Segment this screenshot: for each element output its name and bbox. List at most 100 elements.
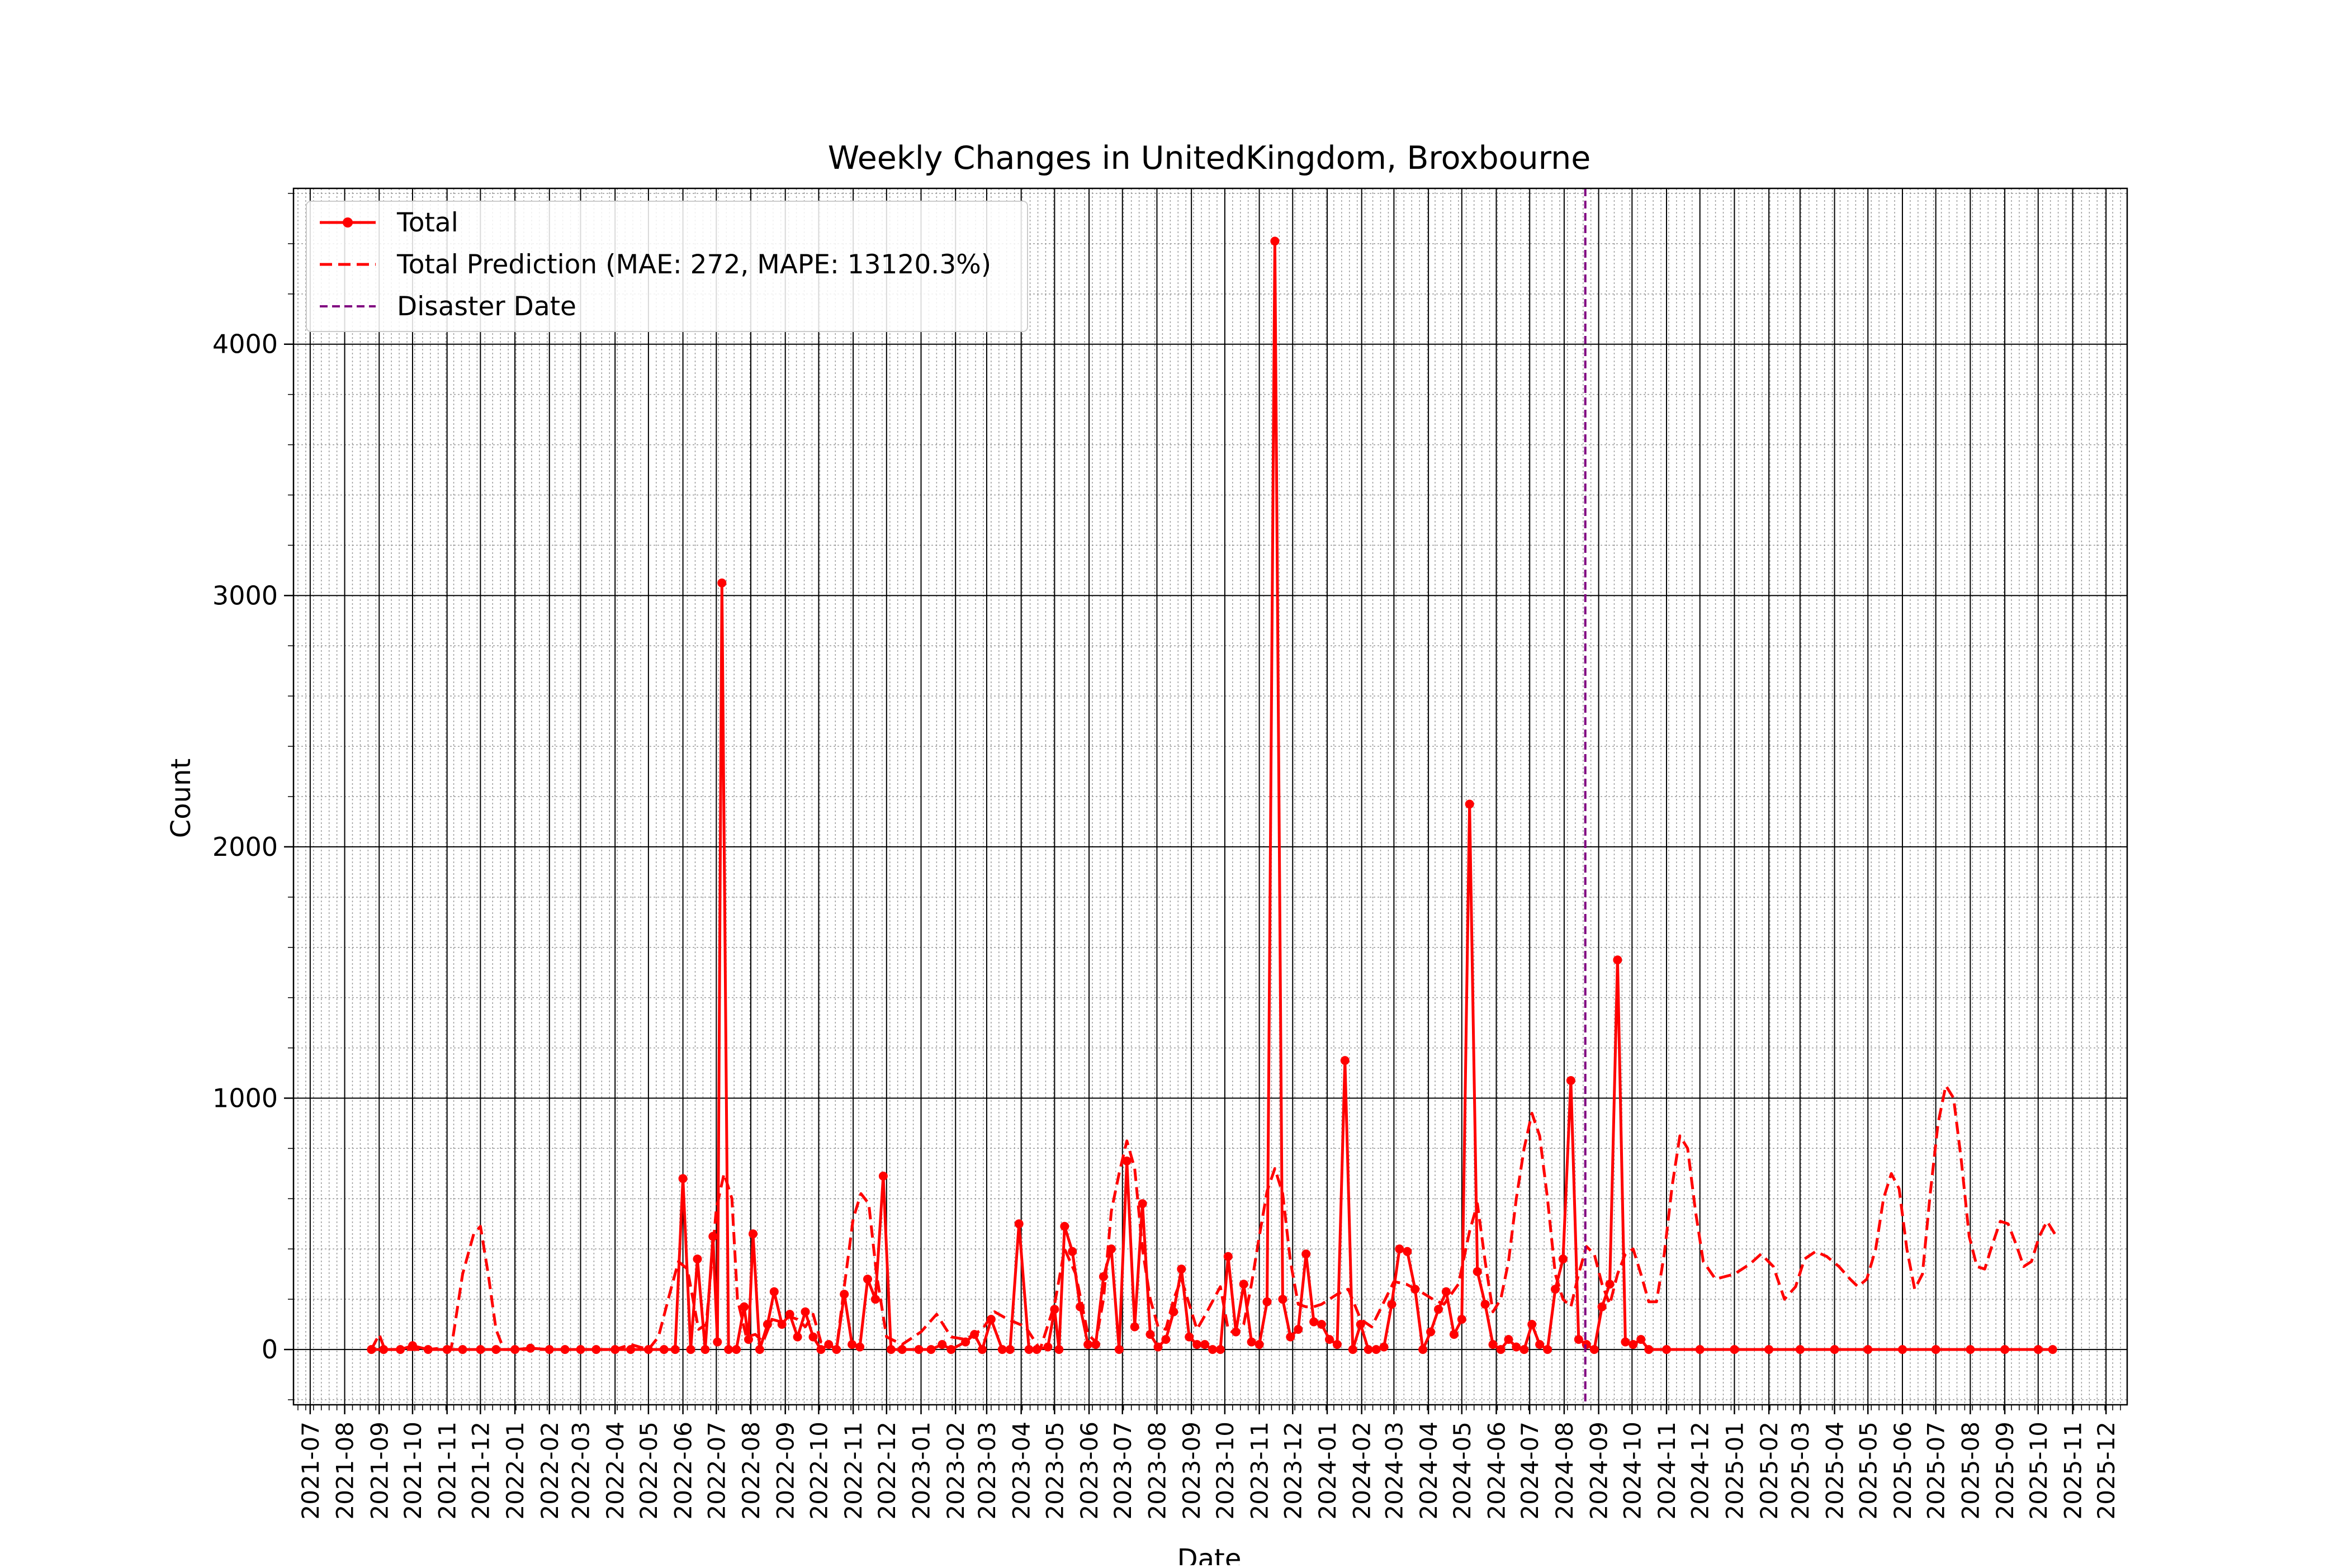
- total-point: [897, 1345, 907, 1354]
- total-point: [1294, 1325, 1303, 1334]
- x-tick-label: 2023-01: [908, 1422, 935, 1520]
- total-point: [1551, 1285, 1560, 1294]
- x-tick-label: 2025-09: [1991, 1422, 2019, 1520]
- total-point: [1014, 1219, 1024, 1229]
- total-point: [659, 1345, 669, 1354]
- total-point: [793, 1332, 802, 1342]
- total-point: [476, 1345, 485, 1354]
- total-point: [591, 1345, 601, 1354]
- x-tick-label: 2021-11: [434, 1422, 461, 1520]
- total-point: [1060, 1221, 1069, 1231]
- total-point: [693, 1254, 702, 1264]
- total-point: [678, 1174, 688, 1183]
- x-tick-label: 2023-07: [1109, 1422, 1137, 1520]
- total-point: [1621, 1337, 1630, 1347]
- total-point: [1434, 1305, 1443, 1314]
- legend-label: Total: [396, 207, 458, 238]
- total-series: [367, 236, 2057, 1354]
- total-point: [686, 1345, 695, 1354]
- x-tick-label: 2025-12: [2093, 1422, 2120, 1520]
- total-point: [1512, 1342, 1521, 1352]
- total-point: [1050, 1305, 1059, 1314]
- x-tick-label: 2022-08: [737, 1422, 765, 1520]
- x-tick-label: 2025-05: [1854, 1422, 1882, 1520]
- total-point: [1364, 1345, 1373, 1354]
- total-point: [408, 1341, 417, 1351]
- total-point: [870, 1295, 880, 1304]
- total-point: [1122, 1156, 1132, 1166]
- total-point: [848, 1340, 857, 1349]
- total-point: [2000, 1345, 2010, 1354]
- total-point: [1286, 1332, 1295, 1342]
- total-point: [1410, 1285, 1420, 1294]
- x-tick-label: 2023-03: [973, 1422, 1001, 1520]
- total-point: [1270, 236, 1280, 246]
- x-tick-label: 2024-01: [1314, 1422, 1341, 1520]
- x-tick-label: 2024-11: [1653, 1422, 1680, 1520]
- total-point: [379, 1345, 389, 1354]
- total-point: [1898, 1345, 1907, 1354]
- total-point: [946, 1345, 956, 1354]
- total-point: [1830, 1345, 1839, 1354]
- total-point: [1076, 1302, 1085, 1311]
- y-tick-label: 1000: [212, 1083, 278, 1114]
- total-point: [1480, 1300, 1490, 1309]
- total-point: [1106, 1244, 1116, 1254]
- total-point: [1130, 1322, 1139, 1332]
- x-tick-label: 2021-07: [297, 1422, 324, 1520]
- total-point: [1371, 1345, 1381, 1354]
- x-tick-label: 2024-09: [1585, 1422, 1613, 1520]
- total-point: [1418, 1345, 1428, 1354]
- x-tick-label: 2025-11: [2059, 1422, 2086, 1520]
- total-point: [670, 1345, 680, 1354]
- total-point: [1613, 955, 1622, 965]
- total-point: [1153, 1342, 1163, 1352]
- total-point: [1301, 1249, 1311, 1259]
- total-point: [1527, 1320, 1537, 1329]
- total-point: [749, 1229, 758, 1239]
- total-point: [1465, 799, 1474, 809]
- total-point: [1662, 1345, 1671, 1354]
- total-point: [1005, 1345, 1015, 1354]
- total-point: [1255, 1340, 1264, 1349]
- total-point: [1441, 1287, 1451, 1296]
- total-point: [970, 1330, 979, 1339]
- legend: Total Total Prediction (MAE: 272, MAPE: 1…: [306, 201, 1028, 332]
- legend-marker-total: [343, 217, 353, 228]
- total-point: [526, 1343, 535, 1353]
- total-point: [491, 1345, 501, 1354]
- total-point: [643, 1345, 653, 1354]
- total-point: [1597, 1302, 1607, 1311]
- total-point: [1223, 1252, 1233, 1261]
- total-point: [545, 1345, 554, 1354]
- total-point: [1114, 1345, 1124, 1354]
- total-point: [1488, 1340, 1498, 1349]
- total-point: [926, 1345, 936, 1354]
- total-point: [1543, 1345, 1552, 1354]
- total-point: [886, 1345, 896, 1354]
- total-point: [1068, 1247, 1077, 1256]
- total-point: [1356, 1320, 1365, 1329]
- total-point: [744, 1335, 753, 1344]
- total-point: [755, 1345, 764, 1354]
- total-point: [816, 1345, 826, 1354]
- total-point: [610, 1345, 620, 1354]
- x-tick-label: 2021-12: [467, 1422, 494, 1520]
- total-point: [763, 1320, 772, 1329]
- x-tick-label: 2021-08: [332, 1422, 359, 1520]
- x-tick-label: 2025-07: [1923, 1422, 1950, 1520]
- total-point: [1169, 1307, 1178, 1316]
- total-point: [840, 1290, 849, 1299]
- major-grid: [294, 188, 2127, 1405]
- total-point: [1239, 1280, 1248, 1289]
- total-point: [724, 1345, 733, 1354]
- total-point: [458, 1345, 467, 1354]
- x-tick-label: 2023-06: [1076, 1422, 1103, 1520]
- total-point: [961, 1337, 971, 1347]
- total-point: [1177, 1264, 1186, 1274]
- total-point: [1161, 1335, 1171, 1344]
- total-point: [824, 1340, 834, 1349]
- total-point: [938, 1340, 947, 1349]
- total-point: [832, 1345, 841, 1354]
